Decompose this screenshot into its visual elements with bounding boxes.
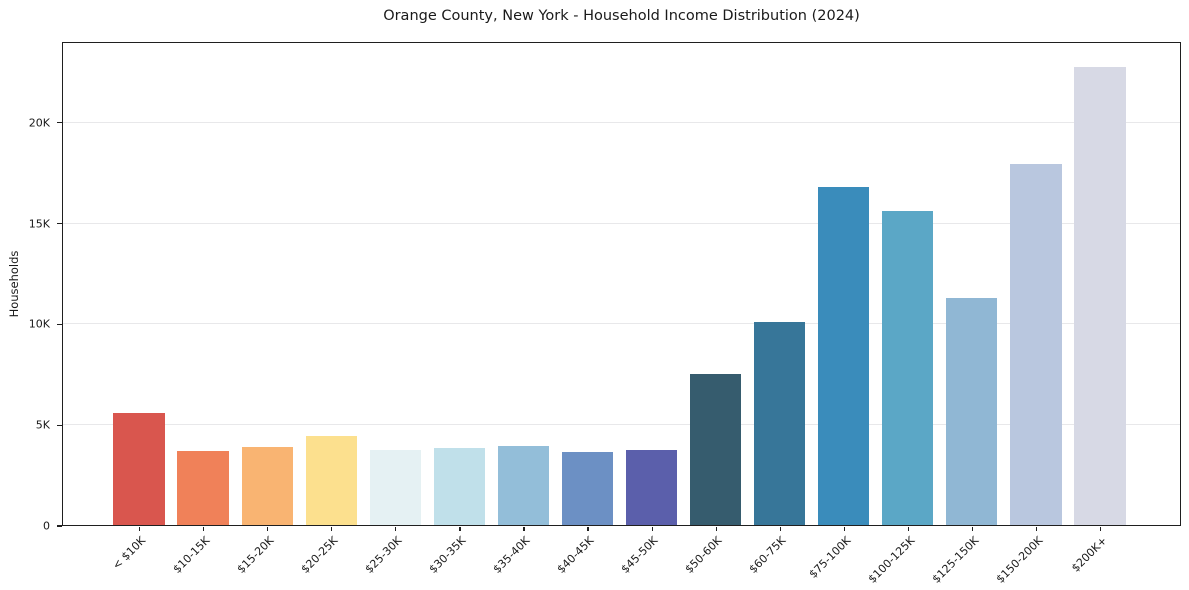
bar-slot: $35-40K — [491, 43, 555, 576]
x-tick-mark — [139, 526, 141, 531]
x-tick-label: $20-25K — [298, 534, 341, 576]
bar — [369, 450, 421, 525]
bar — [113, 413, 165, 525]
bar-slot: < $10K — [107, 43, 171, 572]
x-tick-label: $200K+ — [1068, 534, 1110, 575]
bar-slot: $30-35K — [427, 43, 491, 576]
y-tick-label: 20K — [28, 116, 50, 130]
bar-slot: $75-100K — [806, 43, 876, 581]
bar-slot: $125-150K — [929, 43, 1004, 586]
x-tick-mark — [267, 526, 269, 531]
x-tick-mark — [1099, 526, 1102, 531]
bar-slot: $45-50K — [619, 43, 684, 576]
y-tick-label: 5K — [35, 418, 50, 432]
y-tick-label: 15K — [28, 217, 50, 230]
bar — [433, 448, 485, 525]
gridline — [63, 122, 1180, 124]
bar — [689, 373, 742, 525]
x-tick-label: $150-200K — [993, 534, 1046, 586]
bar-slot: $40-45K — [555, 43, 619, 576]
bar — [818, 187, 870, 525]
x-tick-label: $30-35K — [426, 534, 469, 576]
bar — [497, 446, 550, 525]
bar — [625, 450, 678, 525]
bar — [305, 436, 357, 525]
x-tick-label: $60-75K — [746, 534, 789, 576]
x-tick-mark — [715, 526, 717, 531]
bar — [1074, 67, 1126, 525]
bar — [241, 447, 293, 525]
y-tick-mark — [57, 122, 62, 124]
plot-area: < $10K $10-15K $15-20K $20-25K $25-30K $30-35… — [62, 42, 1181, 586]
x-tick-label: $45-50K — [618, 534, 661, 576]
x-tick-label: $40-45K — [554, 534, 597, 576]
x-tick-label: $35-40K — [490, 534, 533, 576]
y-axis-label: Households — [7, 250, 21, 318]
gridline — [63, 222, 1180, 224]
x-tick-label: $50-60K — [682, 534, 725, 576]
x-tick-label: $100-125K — [865, 534, 917, 586]
bar-slot: $15-20K — [234, 43, 299, 576]
gridline — [63, 423, 1180, 425]
x-tick-mark — [907, 526, 909, 531]
bar — [754, 321, 806, 525]
y-tick-mark — [57, 222, 62, 225]
bar — [1010, 164, 1062, 525]
x-tick-mark — [779, 526, 781, 531]
bar-slot: $100-125K — [865, 43, 940, 586]
bar — [177, 451, 229, 525]
bar — [946, 297, 998, 525]
x-tick-mark — [843, 526, 845, 531]
x-tick-mark — [203, 526, 205, 531]
x-tick-mark — [651, 526, 653, 531]
x-tick-mark — [971, 526, 974, 531]
y-tick-mark — [57, 323, 62, 325]
chart-title: Orange County, New York - Household Inco… — [383, 8, 860, 24]
bar-slot: $150-200K — [993, 43, 1068, 586]
bar — [882, 211, 934, 525]
x-tick-label: $125-150K — [929, 534, 982, 586]
y-tick-label: 10K — [28, 317, 50, 331]
x-tick-mark — [331, 526, 333, 531]
bar-slot: $50-60K — [683, 43, 748, 576]
bar-slot: $60-75K — [747, 43, 812, 576]
x-tick-mark — [523, 526, 525, 531]
bar-slot: $25-30K — [363, 43, 427, 576]
x-tick-label: $10-15K — [170, 534, 213, 576]
bar-slot: $20-25K — [299, 43, 363, 576]
x-tick-mark — [395, 526, 397, 531]
y-tick-label: 0 — [43, 519, 50, 533]
bars-container: < $10K $10-15K $15-20K $20-25K $25-30K $30-35… — [63, 43, 1180, 586]
x-tick-label: $75-100K — [806, 534, 853, 581]
y-tick-mark — [57, 525, 62, 527]
x-tick-mark — [459, 526, 461, 531]
bar-slot: $10-15K — [170, 43, 235, 576]
x-tick-mark — [587, 526, 589, 531]
x-tick-label: < $10K — [110, 534, 149, 573]
y-tick-mark — [57, 424, 62, 426]
x-tick-mark — [1035, 526, 1038, 531]
x-tick-label: $15-20K — [234, 534, 277, 576]
bar-slot: $200K+ — [1068, 43, 1132, 575]
gridline — [63, 323, 1180, 325]
x-tick-label: $25-30K — [362, 534, 405, 576]
bar — [561, 451, 614, 525]
